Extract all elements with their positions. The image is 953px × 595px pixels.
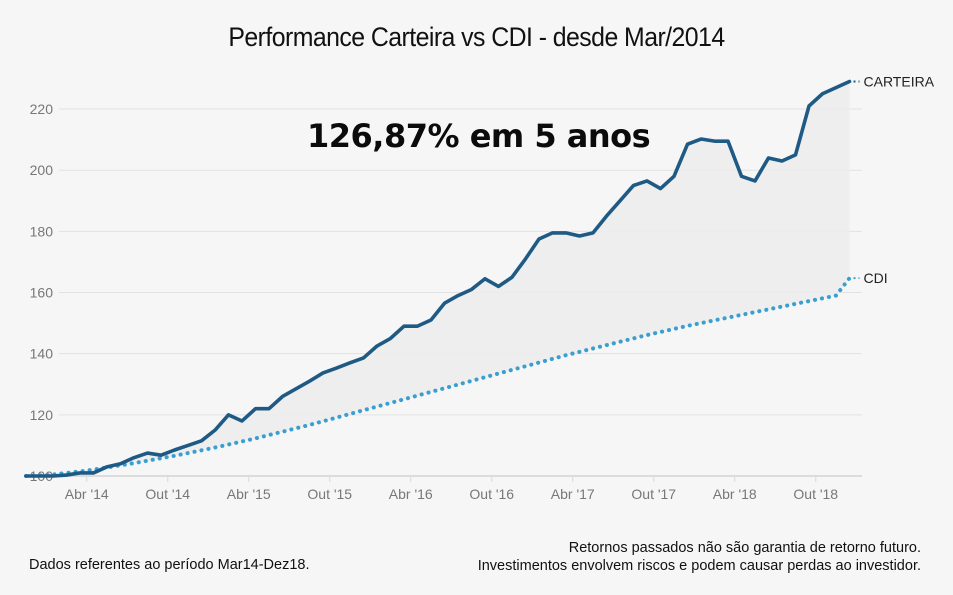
x-tick-label: Abr '14 [65, 486, 109, 502]
footer-period-note: Dados referentes ao período Mar14-Dez18. [29, 557, 310, 573]
series-layer [24, 79, 852, 478]
y-tick-label: 120 [30, 407, 54, 423]
x-tick-label: Out '15 [307, 486, 352, 502]
x-tick-label: Abr '15 [227, 486, 271, 502]
chart-title: Performance Carteira vs CDI - desde Mar/… [228, 22, 725, 52]
series-label-carteira: CARTEIRA [864, 74, 935, 90]
y-tick-label: 160 [30, 285, 54, 301]
series-line-cdi [24, 276, 852, 478]
x-tick-label: Abr '17 [551, 486, 595, 502]
y-tick-label: 180 [30, 223, 54, 239]
x-tick-label: Out '16 [469, 486, 514, 502]
series-end-labels: CDI CARTEIRA [853, 74, 935, 286]
disclaimer-line-2: Investimentos envolvem riscos e podem ca… [477, 558, 921, 574]
return-annotation: 126,87% em 5 anos [307, 117, 651, 155]
footer-disclaimer: Retornos passados não são garantia de re… [478, 539, 921, 575]
area-between-series [26, 81, 850, 476]
x-tick-label: Abr '18 [713, 486, 757, 502]
y-tick-label: 220 [30, 101, 54, 117]
y-tick-label: 140 [30, 346, 54, 362]
x-tick-label: Out '17 [631, 486, 676, 502]
x-tick-label: Abr '16 [389, 486, 433, 502]
x-tick-label: Out '18 [793, 486, 838, 502]
series-line-carteira [24, 79, 852, 478]
y-tick-label: 200 [30, 162, 54, 178]
series-label-cdi: CDI [864, 270, 888, 286]
x-tick-label: Out '14 [145, 486, 190, 502]
disclaimer-line-1: Retornos passados não são garantia de re… [568, 540, 921, 556]
x-axis: Abr '14 Out '14 Abr '15 Out '15 Abr '16 Out '… [65, 477, 838, 502]
